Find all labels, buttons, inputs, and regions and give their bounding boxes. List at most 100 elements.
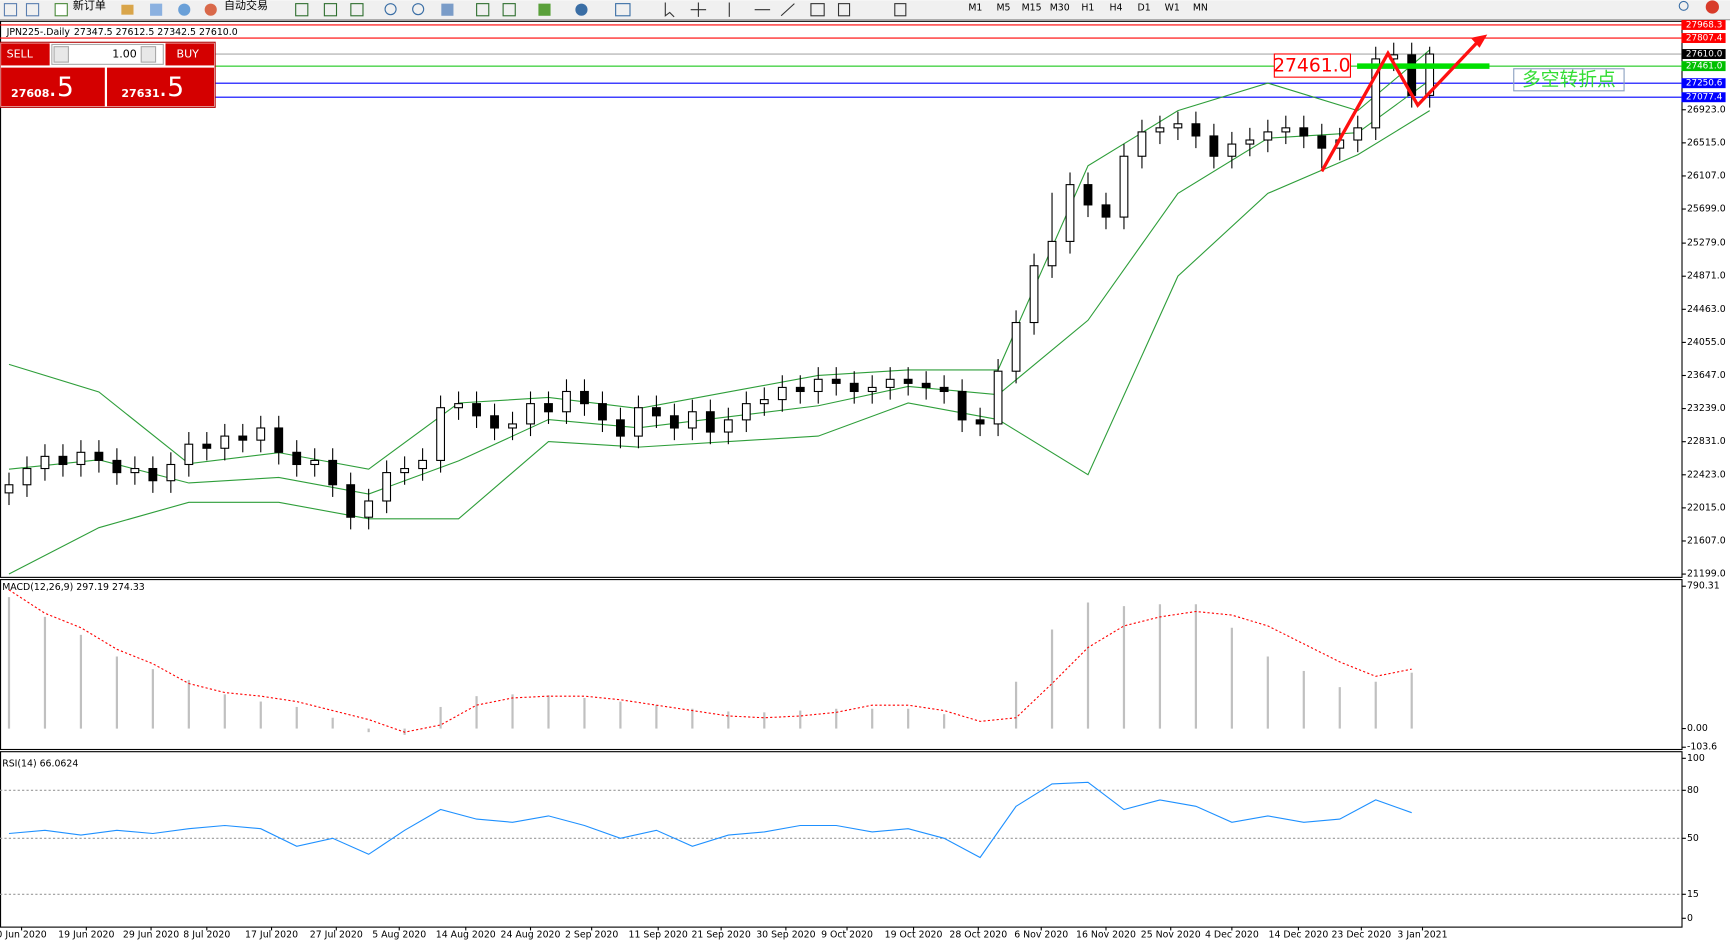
candle-body: [148, 467, 158, 482]
timeframe-button[interactable]: H4: [1110, 3, 1123, 14]
candle-body: [508, 423, 517, 429]
candle-body: [849, 382, 859, 393]
timeframe-button[interactable]: M5: [996, 3, 1010, 14]
candle-body: [580, 390, 589, 405]
candle-body: [598, 403, 607, 421]
lot-input[interactable]: [51, 43, 164, 65]
chart-window: 26923.0 26515.0 26107.0 25699.0 25279.0 24871…: [0, 20, 1726, 940]
candle-body: [490, 415, 499, 429]
auto-trading-button[interactable]: 自动交易: [224, 0, 268, 12]
trade-panel: SELL BUY 1.00 27608 .5 27631 .5: [0, 41, 216, 108]
candle-body: [633, 407, 643, 437]
price-tag: [1681, 78, 1726, 89]
candle-body: [885, 378, 895, 388]
timeframe-button[interactable]: M1: [968, 3, 982, 14]
y-tick-label: 26515.0: [1687, 137, 1726, 148]
y-tick-label: 21199.0: [1687, 569, 1726, 580]
indicator-title: RSI(14) 66.0624: [2, 758, 78, 769]
y-tick-label: 23239.0: [1687, 403, 1726, 414]
ask-box[interactable]: [107, 67, 215, 107]
x-tick-label: 23 Dec 2020: [1331, 929, 1391, 940]
price-tag: [1681, 92, 1726, 103]
candle-body: [1173, 123, 1183, 129]
price-tag: [1681, 33, 1726, 43]
candle-body: [400, 467, 410, 474]
y-tick-label: 24871.0: [1687, 271, 1726, 282]
price-tag-label: 27807.4: [1686, 34, 1723, 44]
x-tick-label: 17 Jul 2020: [245, 929, 298, 940]
y-tick-label: -103.6: [1687, 742, 1717, 753]
candle-body: [1425, 53, 1435, 96]
panel-frame: [0, 579, 1683, 751]
y-tick-label: 0: [1687, 913, 1693, 924]
candle-body: [993, 370, 1003, 425]
candle-body: [1245, 139, 1255, 145]
bid-box[interactable]: [1, 67, 105, 107]
x-tick-label: 4 Dec 2020: [1205, 929, 1259, 940]
candle-body: [939, 386, 949, 393]
candle-body: [76, 451, 86, 466]
rsi-line: [8, 781, 1412, 859]
candle-body: [723, 419, 733, 433]
candle-body: [292, 451, 302, 466]
y-tick-label: 100: [1687, 753, 1705, 764]
macd-signal: [8, 589, 1412, 733]
x-tick-label: 30 Sep 2020: [756, 929, 815, 940]
timeframe-button[interactable]: D1: [1138, 3, 1151, 14]
y-tick-label: 80: [1687, 785, 1699, 796]
timeframe-button[interactable]: M30: [1050, 3, 1070, 14]
candle-body: [1101, 204, 1111, 218]
lot-down[interactable]: [53, 46, 69, 63]
timeframe-button[interactable]: M15: [1022, 3, 1042, 14]
ask-fraction: .5: [159, 72, 184, 103]
candle-body: [112, 459, 122, 474]
x-tick-label: 6 Nov 2020: [1014, 929, 1068, 940]
y-tick-label: 25699.0: [1687, 204, 1726, 215]
candle-body: [867, 386, 877, 393]
candle-body: [975, 419, 985, 425]
candle-body: [777, 386, 787, 401]
y-tick-label: 50: [1687, 833, 1699, 844]
timeframe-bar: M1 M5 M15 M30 H1 H4 D1 W1 MN: [968, 3, 1208, 14]
sell-label: SELL: [7, 47, 34, 60]
annotation-box: [1513, 68, 1625, 92]
y-tick-label: 24463.0: [1687, 304, 1726, 315]
x-tick-label: 14 Dec 2020: [1269, 929, 1329, 940]
bid-main: 27608: [11, 87, 49, 100]
y-tick-label: 21607.0: [1687, 535, 1726, 546]
candle-body: [1029, 265, 1039, 324]
y-tick-label: 26923.0: [1687, 104, 1726, 115]
sell-button[interactable]: [1, 43, 50, 66]
new-order-button[interactable]: 新订单: [73, 0, 106, 12]
x-tick-label: 27 Jul 2020: [310, 929, 363, 940]
y-tick-label: 22831.0: [1687, 436, 1726, 447]
x-tick-label: 5 Aug 2020: [372, 929, 426, 940]
bollinger-band: [8, 49, 1431, 470]
indicator-title: MACD(12,26,9) 297.19 274.33: [2, 582, 145, 593]
candle-body: [184, 443, 194, 466]
price-tag: [1681, 20, 1726, 30]
lot-up[interactable]: [140, 46, 157, 63]
timeframe-button[interactable]: MN: [1193, 3, 1208, 14]
candle-body: [1191, 123, 1201, 137]
candle-body: [94, 451, 104, 461]
candle-body: [526, 403, 535, 425]
annotation-label: 多空转折点: [1522, 68, 1616, 90]
buy-button[interactable]: [165, 43, 215, 66]
bollinger-band: [8, 110, 1430, 575]
candle-body: [328, 459, 338, 486]
candle-body: [418, 459, 428, 470]
candle-body: [472, 403, 481, 417]
buy-label: BUY: [177, 47, 200, 60]
candle-body: [1137, 131, 1147, 157]
annotation-box: [1273, 53, 1352, 78]
candle-body: [1119, 155, 1129, 218]
timeframe-button[interactable]: H1: [1081, 3, 1094, 14]
timeframe-button[interactable]: W1: [1165, 3, 1180, 14]
candle-body: [1299, 127, 1309, 137]
y-tick-label: 790.31: [1687, 581, 1720, 592]
candle-body: [220, 435, 230, 449]
x-tick-label: 11 Sep 2020: [629, 929, 688, 940]
candle-body: [1011, 321, 1021, 372]
x-tick-label: 24 Aug 2020: [501, 929, 561, 940]
